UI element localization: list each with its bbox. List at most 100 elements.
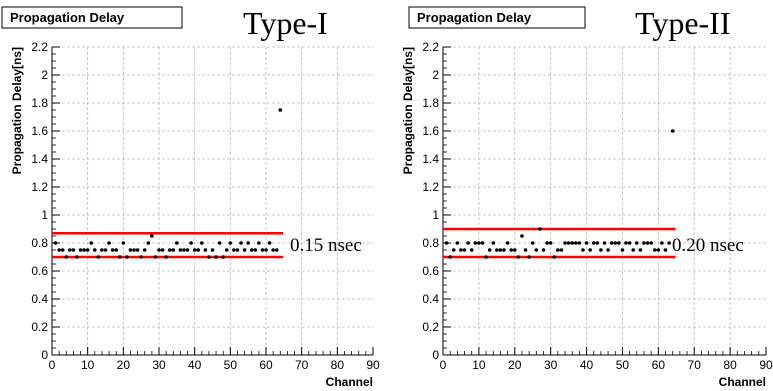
data-point [224, 248, 229, 252]
data-point [581, 248, 585, 252]
data-point [631, 248, 636, 252]
data-point [246, 241, 250, 245]
data-point [613, 241, 618, 245]
data-point [545, 241, 549, 245]
y-tick-label: 1.2 [31, 180, 48, 194]
plot-area [443, 47, 766, 355]
x-tick-label: 70 [295, 358, 309, 372]
data-point [253, 248, 258, 252]
x-tick-label: 20 [508, 358, 522, 372]
data-point [232, 248, 236, 252]
data-point [523, 248, 528, 252]
panel-label: Type-I [243, 5, 328, 41]
data-point [142, 248, 147, 252]
data-point [534, 248, 539, 252]
data-point [71, 248, 76, 252]
chart-title: Propagation Delay [417, 10, 532, 25]
data-point [635, 241, 639, 245]
data-point [652, 248, 657, 252]
data-point [203, 248, 208, 252]
data-point [93, 248, 97, 252]
data-point [638, 248, 643, 252]
y-axis-title: Propagation Delay[ns] [10, 47, 24, 174]
data-point [502, 248, 506, 252]
y-tick-label: 1.8 [31, 96, 48, 110]
data-point [135, 248, 140, 252]
y-tick-label: 0.2 [31, 320, 48, 334]
x-tick-label: 20 [117, 358, 131, 372]
data-point [624, 241, 628, 245]
data-point [125, 255, 129, 259]
data-point [267, 241, 272, 245]
data-point [128, 248, 133, 252]
data-point [217, 241, 222, 245]
data-point [620, 248, 625, 252]
data-point [239, 241, 243, 245]
data-point [121, 241, 126, 245]
y-tick-label: 1 [432, 208, 439, 222]
data-point [89, 241, 94, 245]
x-tick-label: 30 [544, 358, 558, 372]
data-point [192, 248, 197, 252]
data-point [117, 255, 122, 259]
data-point [64, 255, 69, 259]
data-point [505, 241, 510, 245]
x-tick-label: 60 [652, 358, 666, 372]
y-tick-label: 1.6 [31, 124, 48, 138]
data-point [249, 248, 254, 252]
data-point [591, 241, 596, 245]
data-point [516, 255, 521, 259]
data-point [228, 241, 233, 245]
data-point [96, 255, 101, 259]
title-box [1, 6, 183, 29]
data-point [527, 255, 531, 259]
data-point [448, 255, 452, 259]
data-point [595, 241, 600, 245]
data-point [606, 248, 610, 252]
data-point [114, 248, 118, 252]
data-point [171, 248, 176, 252]
x-tick-label: 50 [616, 358, 630, 372]
title-box [408, 6, 586, 29]
x-tick-label: 50 [224, 358, 238, 372]
data-point [649, 241, 653, 245]
y-tick-label: 0.8 [422, 236, 439, 250]
y-tick-label: 1.8 [422, 96, 439, 110]
data-point [107, 241, 111, 245]
y-tick-label: 2 [432, 68, 439, 82]
data-point [164, 255, 168, 259]
data-point [487, 248, 492, 252]
data-point [573, 241, 578, 245]
data-point [495, 248, 499, 252]
data-point [484, 255, 488, 259]
data-point [60, 248, 65, 252]
y-tick-label: 0.4 [422, 292, 439, 306]
data-point [185, 248, 190, 252]
data-point [609, 241, 614, 245]
data-point [530, 241, 535, 245]
data-point [455, 241, 460, 245]
spread-annotation: 0.20 nsec [672, 235, 744, 256]
x-tick-label: 80 [331, 358, 345, 372]
data-point [552, 255, 557, 259]
y-tick-label: 2 [41, 68, 48, 82]
data-point [78, 248, 83, 252]
data-point [271, 248, 275, 252]
data-point [584, 241, 589, 245]
data-point [599, 248, 603, 252]
data-point [153, 255, 158, 259]
x-tick-label: 70 [688, 358, 702, 372]
data-point [167, 248, 172, 252]
data-point [466, 241, 470, 245]
data-point [491, 241, 496, 245]
data-point [627, 241, 632, 245]
data-point [563, 241, 567, 245]
data-point [160, 248, 165, 252]
data-point [520, 234, 524, 238]
data-point [509, 248, 513, 252]
data-point [541, 248, 546, 252]
y-tick-label: 0.6 [422, 264, 439, 278]
y-tick-label: 0 [41, 348, 48, 362]
data-point [556, 248, 560, 252]
